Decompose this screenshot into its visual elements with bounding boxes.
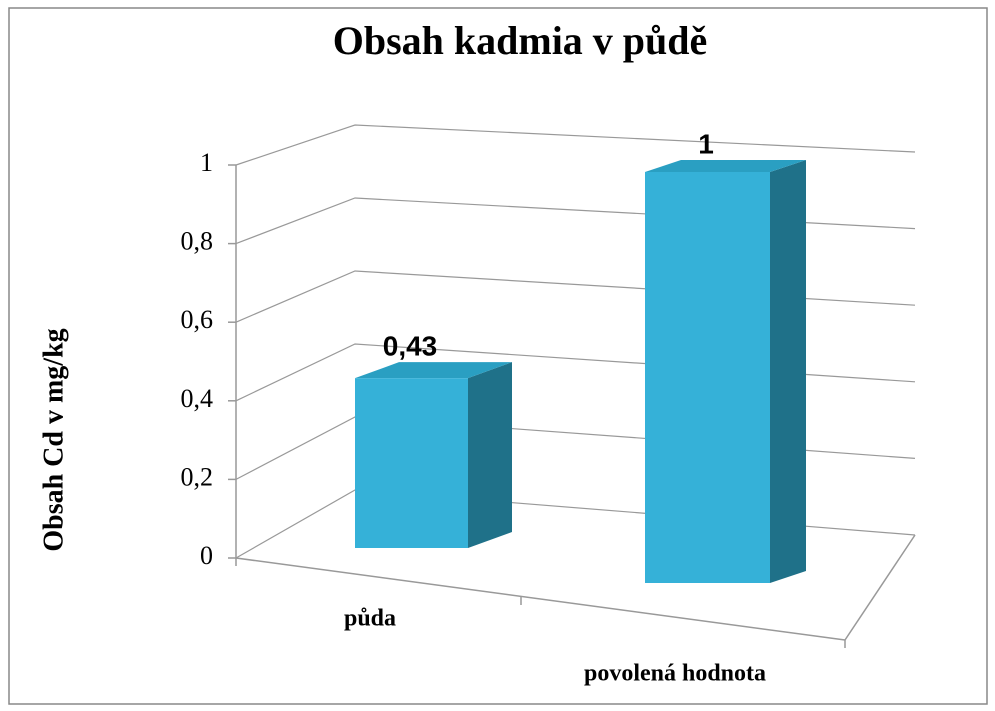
y-tick-label: 1 <box>200 148 213 177</box>
chart-border <box>8 7 988 705</box>
y-tick-label: 0,6 <box>181 305 214 334</box>
floor-right <box>844 534 916 641</box>
x-tick-label: půda <box>344 606 396 632</box>
y-tick-label: 0,4 <box>181 384 214 413</box>
y-tick-label: 0,8 <box>181 227 214 256</box>
bar-side <box>770 160 806 583</box>
y-tick-label: 0 <box>200 541 213 570</box>
bar-top <box>355 362 512 379</box>
bar <box>645 172 770 583</box>
bar <box>355 378 468 548</box>
floor-front <box>235 557 846 641</box>
y-tick-label: 0,2 <box>181 462 214 491</box>
grid-line <box>235 124 916 166</box>
value-label: 1 <box>698 128 714 159</box>
x-tick-label: povolená hodnota <box>584 661 766 687</box>
bar-top <box>645 160 806 172</box>
bar-side <box>468 362 512 548</box>
value-label: 0,43 <box>383 331 438 362</box>
y-axis-label: Obsah Cd v mg/kg <box>38 328 69 551</box>
chart-title: Obsah kadmia v půdě <box>333 18 708 63</box>
